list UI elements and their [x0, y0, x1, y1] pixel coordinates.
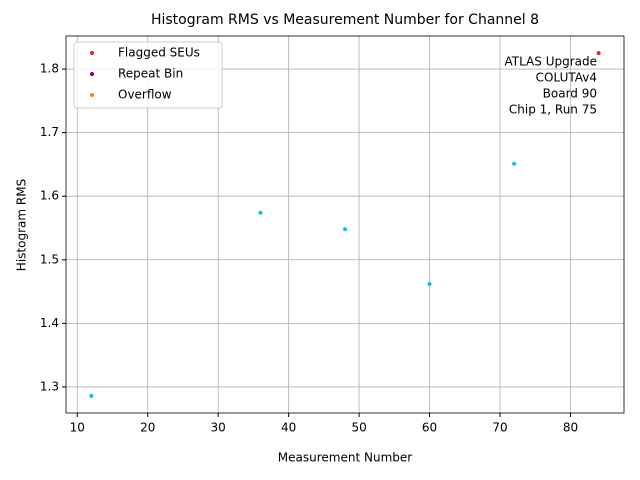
annotation: Chip 1, Run 75 [509, 103, 597, 117]
legend-label: Repeat Bin [118, 67, 183, 81]
y-tick-label: 1.6 [40, 189, 59, 203]
point [89, 393, 94, 398]
legend-marker [90, 51, 94, 55]
legend-label: Flagged SEUs [118, 46, 200, 60]
legend-marker [90, 93, 94, 97]
point [427, 281, 432, 286]
x-tick-label: 70 [492, 421, 507, 435]
y-tick-label: 1.5 [40, 252, 59, 266]
annotation: Board 90 [543, 87, 597, 101]
point [343, 227, 347, 232]
x-tick-label: 40 [281, 421, 296, 435]
x-tick-label: 60 [422, 421, 437, 435]
x-tick-label: 10 [70, 421, 85, 435]
legend-label: Overflow [118, 88, 172, 102]
x-tick-label: 20 [140, 421, 155, 435]
x-tick-label: 80 [563, 421, 578, 435]
legend-box [73, 41, 223, 109]
annotation: COLUTAv4 [536, 71, 597, 85]
chart-title: Histogram RMS vs Measurement Number for … [151, 12, 539, 28]
y-tick-label: 1.8 [40, 62, 59, 76]
point [596, 51, 601, 56]
legend-marker [90, 72, 94, 76]
plot-frame [65, 35, 625, 414]
point [258, 210, 263, 215]
y-tick-label: 1.4 [40, 316, 59, 330]
x-tick-label: 30 [211, 421, 226, 435]
y-tick-label: 1.7 [40, 125, 59, 139]
annotation: ATLAS Upgrade [504, 55, 597, 69]
x-tick-label: 50 [351, 421, 366, 435]
y-tick-label: 1.3 [40, 379, 59, 393]
x-axis-label: Measurement Number [278, 451, 412, 465]
y-axis-label: Histogram RMS [15, 179, 29, 271]
point [512, 161, 517, 166]
